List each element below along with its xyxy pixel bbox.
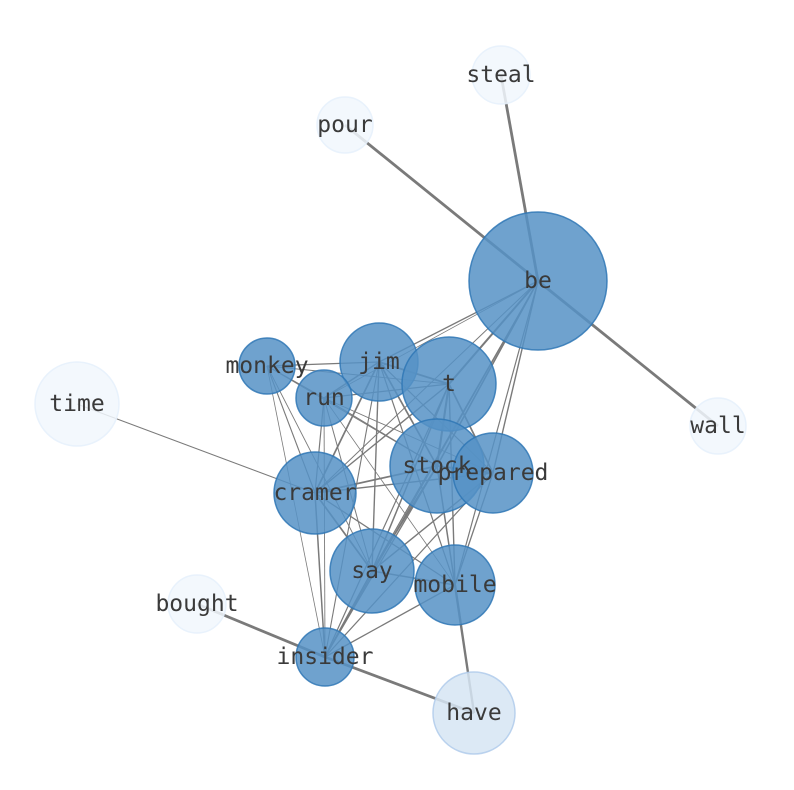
node-say <box>329 528 415 614</box>
node-label-jim: jim <box>358 349 400 375</box>
node-label-stock: stock <box>402 453 471 479</box>
node-label-time: time <box>49 391 104 417</box>
node-label-run: run <box>303 385 345 411</box>
node-time <box>34 361 120 447</box>
node-label-steal: steal <box>466 62 535 88</box>
nodes-layer <box>34 45 747 755</box>
node-label-t: t <box>442 371 456 397</box>
node-monkey <box>238 337 296 395</box>
node-label-mobile: mobile <box>413 572 496 598</box>
node-cramer <box>273 451 357 535</box>
node-pour <box>316 96 374 154</box>
node-prepared <box>452 432 534 514</box>
node-run <box>295 369 353 427</box>
node-label-say: say <box>351 558 393 584</box>
node-label-wall: wall <box>690 413 745 439</box>
node-wall <box>689 397 747 455</box>
node-label-be: be <box>524 268 552 294</box>
node-label-bought: bought <box>155 591 238 617</box>
node-bought <box>167 574 227 634</box>
node-label-prepared: prepared <box>438 460 549 486</box>
node-label-monkey: monkey <box>225 353 308 379</box>
node-mobile <box>414 544 496 626</box>
node-insider <box>295 627 355 687</box>
node-steal <box>471 45 531 105</box>
node-label-cramer: cramer <box>273 480 356 506</box>
node-be <box>468 211 608 351</box>
node-label-insider: insider <box>277 644 374 670</box>
node-label-pour: pour <box>317 112 372 138</box>
node-have <box>432 671 516 755</box>
node-label-have: have <box>446 700 501 726</box>
